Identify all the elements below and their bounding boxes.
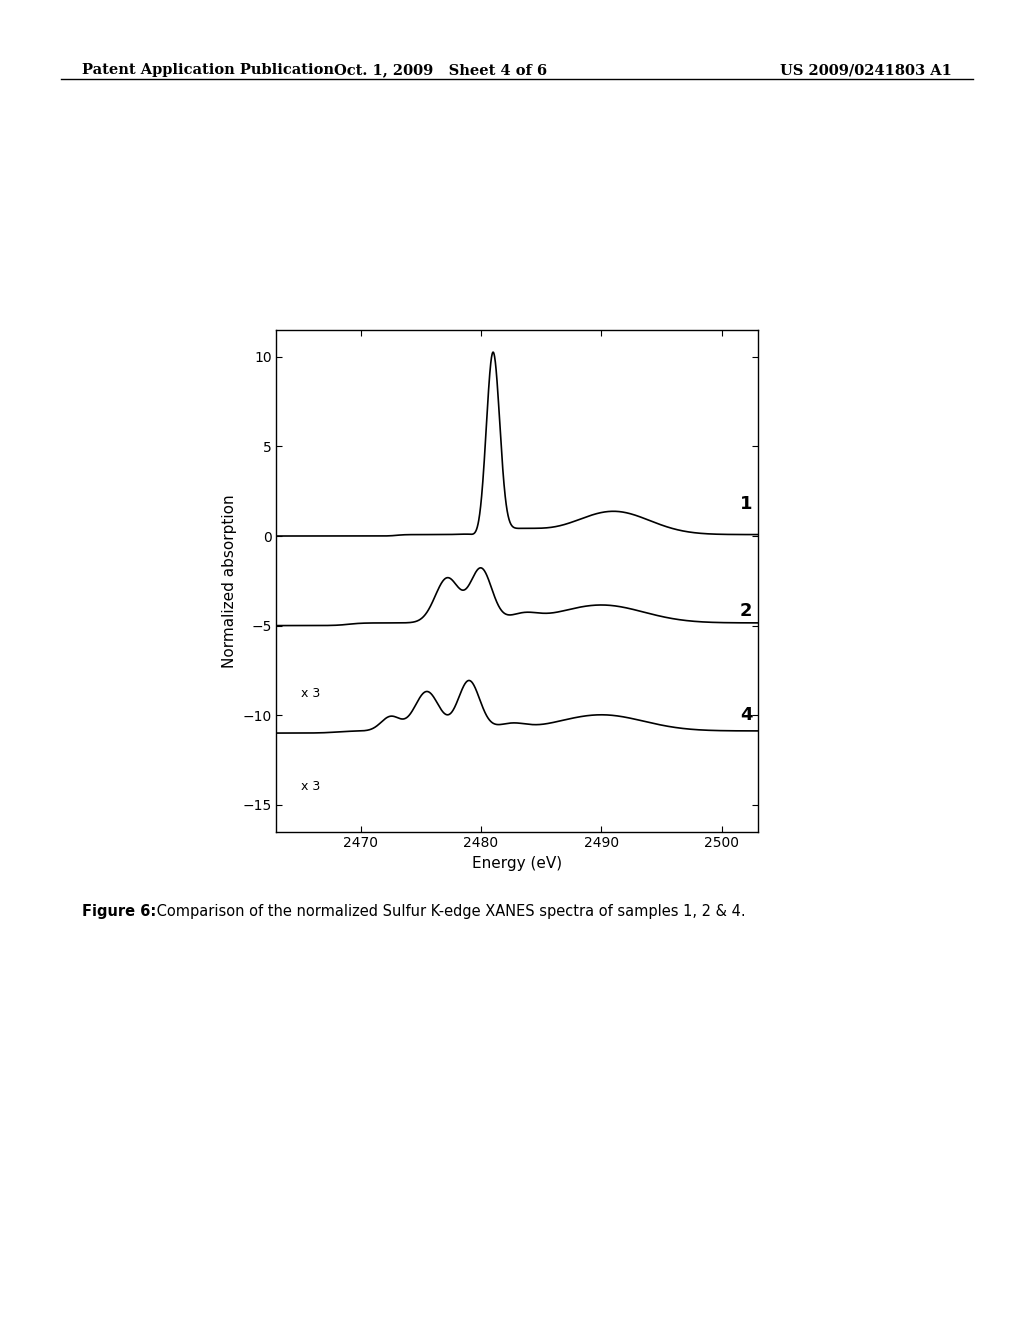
Text: Oct. 1, 2009   Sheet 4 of 6: Oct. 1, 2009 Sheet 4 of 6 xyxy=(334,63,547,78)
Text: 1: 1 xyxy=(739,495,753,512)
Text: 2: 2 xyxy=(739,602,753,620)
Text: x 3: x 3 xyxy=(301,688,319,700)
Text: Figure 6:: Figure 6: xyxy=(82,904,157,919)
Text: Comparison of the normalized Sulfur K-edge XANES spectra of samples 1, 2 & 4.: Comparison of the normalized Sulfur K-ed… xyxy=(152,904,745,919)
Text: 4: 4 xyxy=(739,706,753,725)
Text: x 3: x 3 xyxy=(301,780,319,793)
Y-axis label: Normalized absorption: Normalized absorption xyxy=(222,494,237,668)
Text: US 2009/0241803 A1: US 2009/0241803 A1 xyxy=(780,63,952,78)
Text: Patent Application Publication: Patent Application Publication xyxy=(82,63,334,78)
X-axis label: Energy (eV): Energy (eV) xyxy=(472,855,562,871)
